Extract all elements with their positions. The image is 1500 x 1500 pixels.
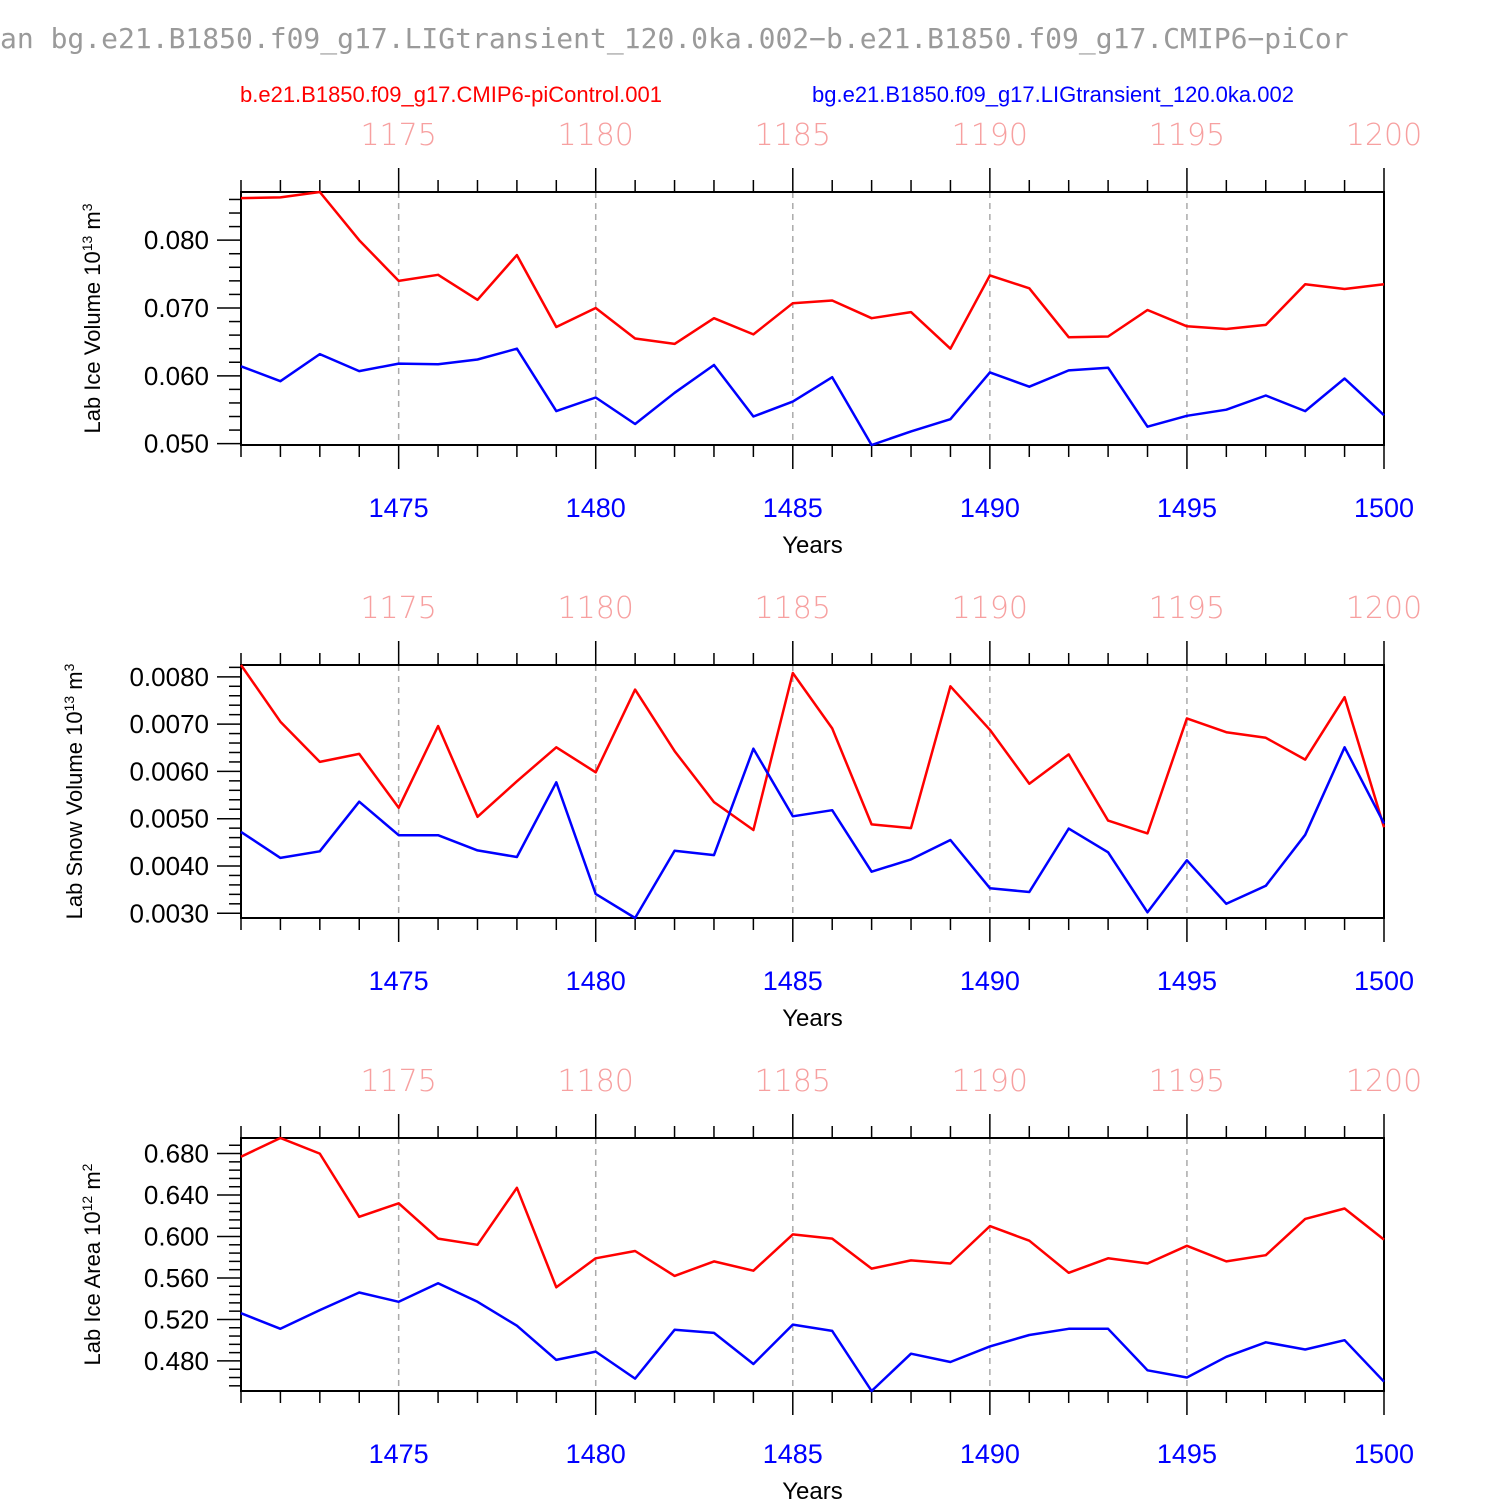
y-tick-label: 0.600 [144,1222,209,1252]
series-line-transient [240,1281,1385,1393]
chart-panel-3: 1475 1480 1485 1490 1495 1500 1175 1180 1185 1190… [79,1064,1422,1500]
x-tick-label-top: 1185 [755,118,831,153]
x-tick-label-top: 1195 [1149,591,1225,626]
legend-control: b.e21.B1850.f09_g17.CMIP6-piControl.001 [240,82,662,107]
y-axis-label: Lab Snow Volume 1013 m3 [61,663,87,919]
chart-panel-2: 1475 1480 1485 1490 1495 1500 1175 1180 1185 1190… [61,591,1422,1032]
x-tick-label-bottom: 1480 [566,1439,626,1469]
x-tick-label-bottom: 1490 [960,966,1020,996]
y-tick-label: 0.050 [144,429,209,459]
y-tick-label: 0.0040 [129,851,209,881]
plot-frame [240,664,1385,919]
x-axis-label: Years [782,532,843,559]
x-tick-label-bottom: 1495 [1157,966,1217,996]
series-line-control [240,190,1385,350]
x-tick-label-top: 1195 [1149,118,1225,153]
figure-title: an bg.e21.B1850.f09_g17.LIGtransient_120… [0,22,1349,56]
x-tick-label-top: 1175 [360,1064,436,1099]
x-tick-label-bottom: 1495 [1157,1439,1217,1469]
x-tick-label-bottom: 1475 [369,1439,429,1469]
x-tick-label-top: 1190 [952,118,1028,153]
y-tick-label: 0.680 [144,1139,209,1169]
y-tick-label: 0.0070 [129,709,209,739]
x-tick-label-bottom: 1485 [763,1439,823,1469]
x-tick-label-bottom: 1500 [1354,966,1414,996]
x-tick-label-top: 1190 [952,1064,1028,1099]
plot-frame [240,1137,1385,1392]
x-tick-label-bottom: 1490 [960,493,1020,523]
y-tick-label: 0.070 [144,293,209,323]
series-line-control [239,664,1386,835]
x-tick-label-top: 1185 [755,591,831,626]
y-tick-label: 0.480 [144,1346,209,1376]
x-tick-label-top: 1200 [1346,118,1422,153]
y-tick-label: 0.080 [144,225,209,255]
y-tick-label: 0.0050 [129,804,209,834]
x-tick-label-bottom: 1475 [369,493,429,523]
panels: 1475 1480 1485 1490 1495 1500 1175 1180 1185 1190… [61,118,1422,1500]
x-tick-label-top: 1180 [558,1064,634,1099]
x-tick-label-top: 1200 [1346,591,1422,626]
x-tick-label-bottom: 1480 [566,493,626,523]
x-tick-label-bottom: 1485 [763,966,823,996]
y-tick-label: 0.0080 [129,662,209,692]
x-tick-label-bottom: 1500 [1354,493,1414,523]
x-tick-label-top: 1175 [360,591,436,626]
plot-frame [240,191,1385,446]
y-tick-label: 0.0030 [129,898,209,928]
y-tick-label: 0.520 [144,1304,209,1334]
y-tick-label: 0.640 [144,1180,209,1210]
x-axis-label: Years [782,1005,843,1032]
y-axis-label: Lab Ice Area 1012 m2 [79,1163,105,1365]
x-tick-label-bottom: 1490 [960,1439,1020,1469]
x-tick-label-top: 1175 [360,118,436,153]
series-line-transient [240,746,1386,920]
x-tick-label-top: 1190 [952,591,1028,626]
legend-transient: bg.e21.B1850.f09_g17.LIGtransient_120.0k… [812,82,1294,107]
x-tick-label-top: 1200 [1346,1064,1422,1099]
y-tick-label: 0.0060 [129,756,209,786]
x-tick-label-top: 1195 [1149,1064,1225,1099]
y-tick-label: 0.560 [144,1263,209,1293]
x-tick-label-top: 1180 [558,118,634,153]
x-tick-label-bottom: 1495 [1157,493,1217,523]
x-tick-label-bottom: 1500 [1354,1439,1414,1469]
x-tick-label-bottom: 1485 [763,493,823,523]
y-tick-label: 0.060 [144,361,209,391]
x-tick-label-top: 1180 [558,591,634,626]
x-tick-label-bottom: 1475 [369,966,429,996]
x-tick-label-top: 1185 [755,1064,831,1099]
x-tick-label-bottom: 1480 [566,966,626,996]
chart-panel-1: 1475 1480 1485 1490 1495 1500 1175 1180 1185 1190… [79,118,1422,559]
x-axis-label: Years [782,1478,843,1500]
series-line-transient [240,347,1385,447]
series-line-control [240,1136,1385,1289]
y-axis-label: Lab Ice Volume 1013 m3 [79,203,105,433]
